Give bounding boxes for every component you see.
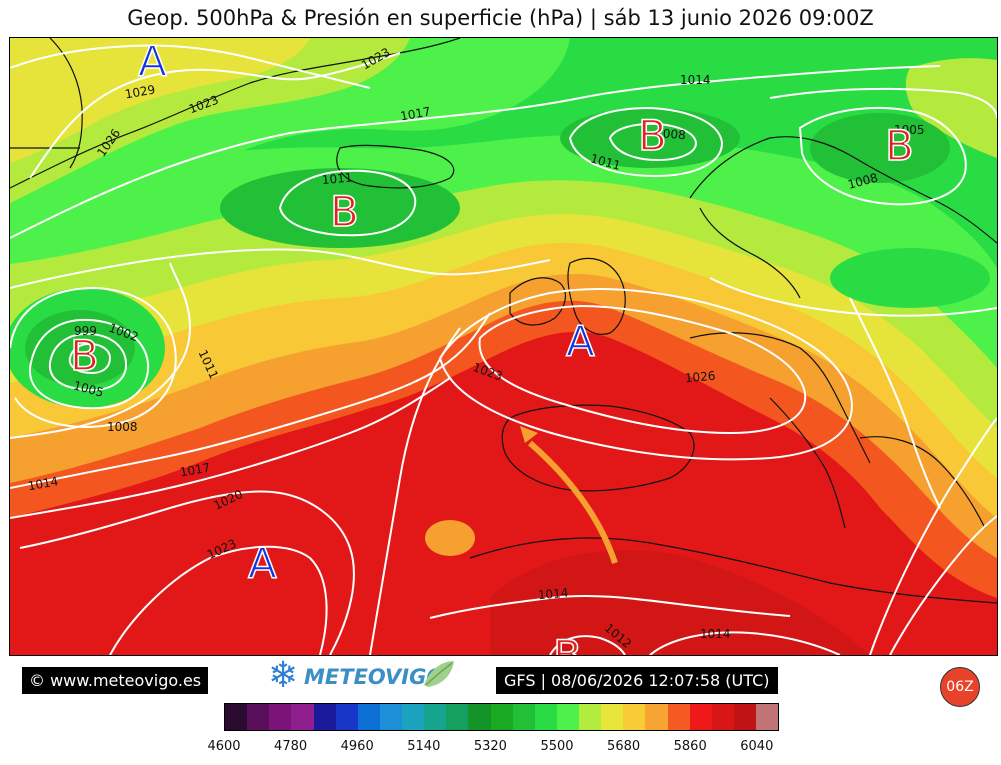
color-scale-tick: 4780 — [274, 739, 308, 754]
color-scale-swatch — [446, 704, 469, 730]
copyright-badge: © www.meteovigo.es — [22, 667, 209, 694]
run-badge: 06Z — [940, 667, 980, 707]
isobar-label: 1026 — [684, 369, 716, 386]
color-scale-swatch — [667, 704, 690, 730]
isobar-label: 1008 — [107, 420, 138, 434]
color-scale-swatch — [689, 704, 712, 730]
color-scale-swatch — [313, 704, 336, 730]
color-scale — [224, 703, 779, 731]
page-title: Geop. 500hPa & Presión en superficie (hP… — [127, 6, 874, 30]
isobar-label: 1005 — [894, 123, 925, 137]
isobar-label: 1008 — [655, 126, 687, 143]
isobar-label: 1014 — [680, 73, 711, 87]
pressure-labels: 1023 1029 1023 1026 1017 1014 1008 1011 … — [27, 45, 925, 651]
color-scale-tick: 4600 — [207, 739, 241, 754]
low-center-letter: B — [70, 331, 99, 380]
color-scale-ticks: 4600 4780 4960 5140 5320 5500 5680 5860 6040 — [206, 739, 801, 755]
flow-arrow — [520, 426, 618, 564]
color-scale-swatch — [733, 704, 756, 730]
color-scale-swatch — [534, 704, 557, 730]
color-scale-swatch — [645, 704, 668, 730]
isobar-label: 1014 — [537, 586, 569, 603]
meteovigo-logo: ❄ METEOVIGO — [268, 655, 468, 705]
weather-map: 1023 1029 1023 1026 1017 1014 1008 1011 … — [9, 37, 998, 656]
coastlines — [10, 38, 997, 604]
color-scale-tick: 4960 — [340, 739, 374, 754]
color-scale-tick: 5860 — [673, 739, 707, 754]
color-scale-swatch — [556, 704, 579, 730]
color-scale-swatch — [379, 704, 402, 730]
color-scale-swatch — [711, 704, 734, 730]
high-center-letter: A — [566, 317, 595, 366]
isobar-label: 1017 — [399, 104, 432, 123]
isobars — [10, 44, 997, 655]
color-scale-swatch — [424, 704, 447, 730]
color-scale-swatch — [512, 704, 535, 730]
color-scale-swatch — [225, 704, 248, 730]
isobar-label: 1014 — [27, 474, 60, 493]
color-scale-tick: 5680 — [607, 739, 641, 754]
model-run-info: GFS | 08/06/2026 12:07:58 (UTC) — [496, 667, 778, 694]
isobar-label: 1011 — [321, 171, 353, 188]
low-center-letter: B — [638, 111, 667, 160]
color-scale-tick: 5500 — [540, 739, 574, 754]
geopotential-fill — [10, 38, 997, 655]
color-scale-swatch — [601, 704, 624, 730]
isobar-label: 1014 — [700, 627, 731, 641]
low-center-letter: B — [553, 631, 582, 655]
isobar-label: 999 — [74, 324, 97, 338]
color-scale-swatch — [468, 704, 491, 730]
isobar-label: 1029 — [124, 82, 157, 101]
high-center-letter: A — [138, 38, 167, 86]
color-scale-swatch — [269, 704, 292, 730]
isobar-label: 1017 — [179, 460, 212, 479]
color-scale-swatch — [357, 704, 380, 730]
color-scale-swatch — [402, 704, 425, 730]
low-center-letter: B — [330, 187, 359, 236]
snowflake-icon: ❄ — [268, 655, 299, 696]
leaf-icon — [424, 661, 454, 687]
pressure-centers: A A A B B B B B — [69, 38, 914, 655]
color-scale-swatch — [247, 704, 270, 730]
color-scale-swatch — [490, 704, 513, 730]
color-scale-swatch — [335, 704, 358, 730]
color-scale-tick: 6040 — [740, 739, 774, 754]
color-scale-swatch — [291, 704, 314, 730]
high-center-letter: A — [248, 539, 277, 588]
color-scale-tick: 5320 — [473, 739, 507, 754]
color-scale-swatch — [579, 704, 602, 730]
color-scale-swatch — [623, 704, 646, 730]
color-scale-tick: 5140 — [407, 739, 441, 754]
logo-text: METEOVIGO — [304, 665, 445, 689]
low-center-letter: B — [885, 121, 914, 170]
color-scale-swatch — [756, 704, 779, 730]
